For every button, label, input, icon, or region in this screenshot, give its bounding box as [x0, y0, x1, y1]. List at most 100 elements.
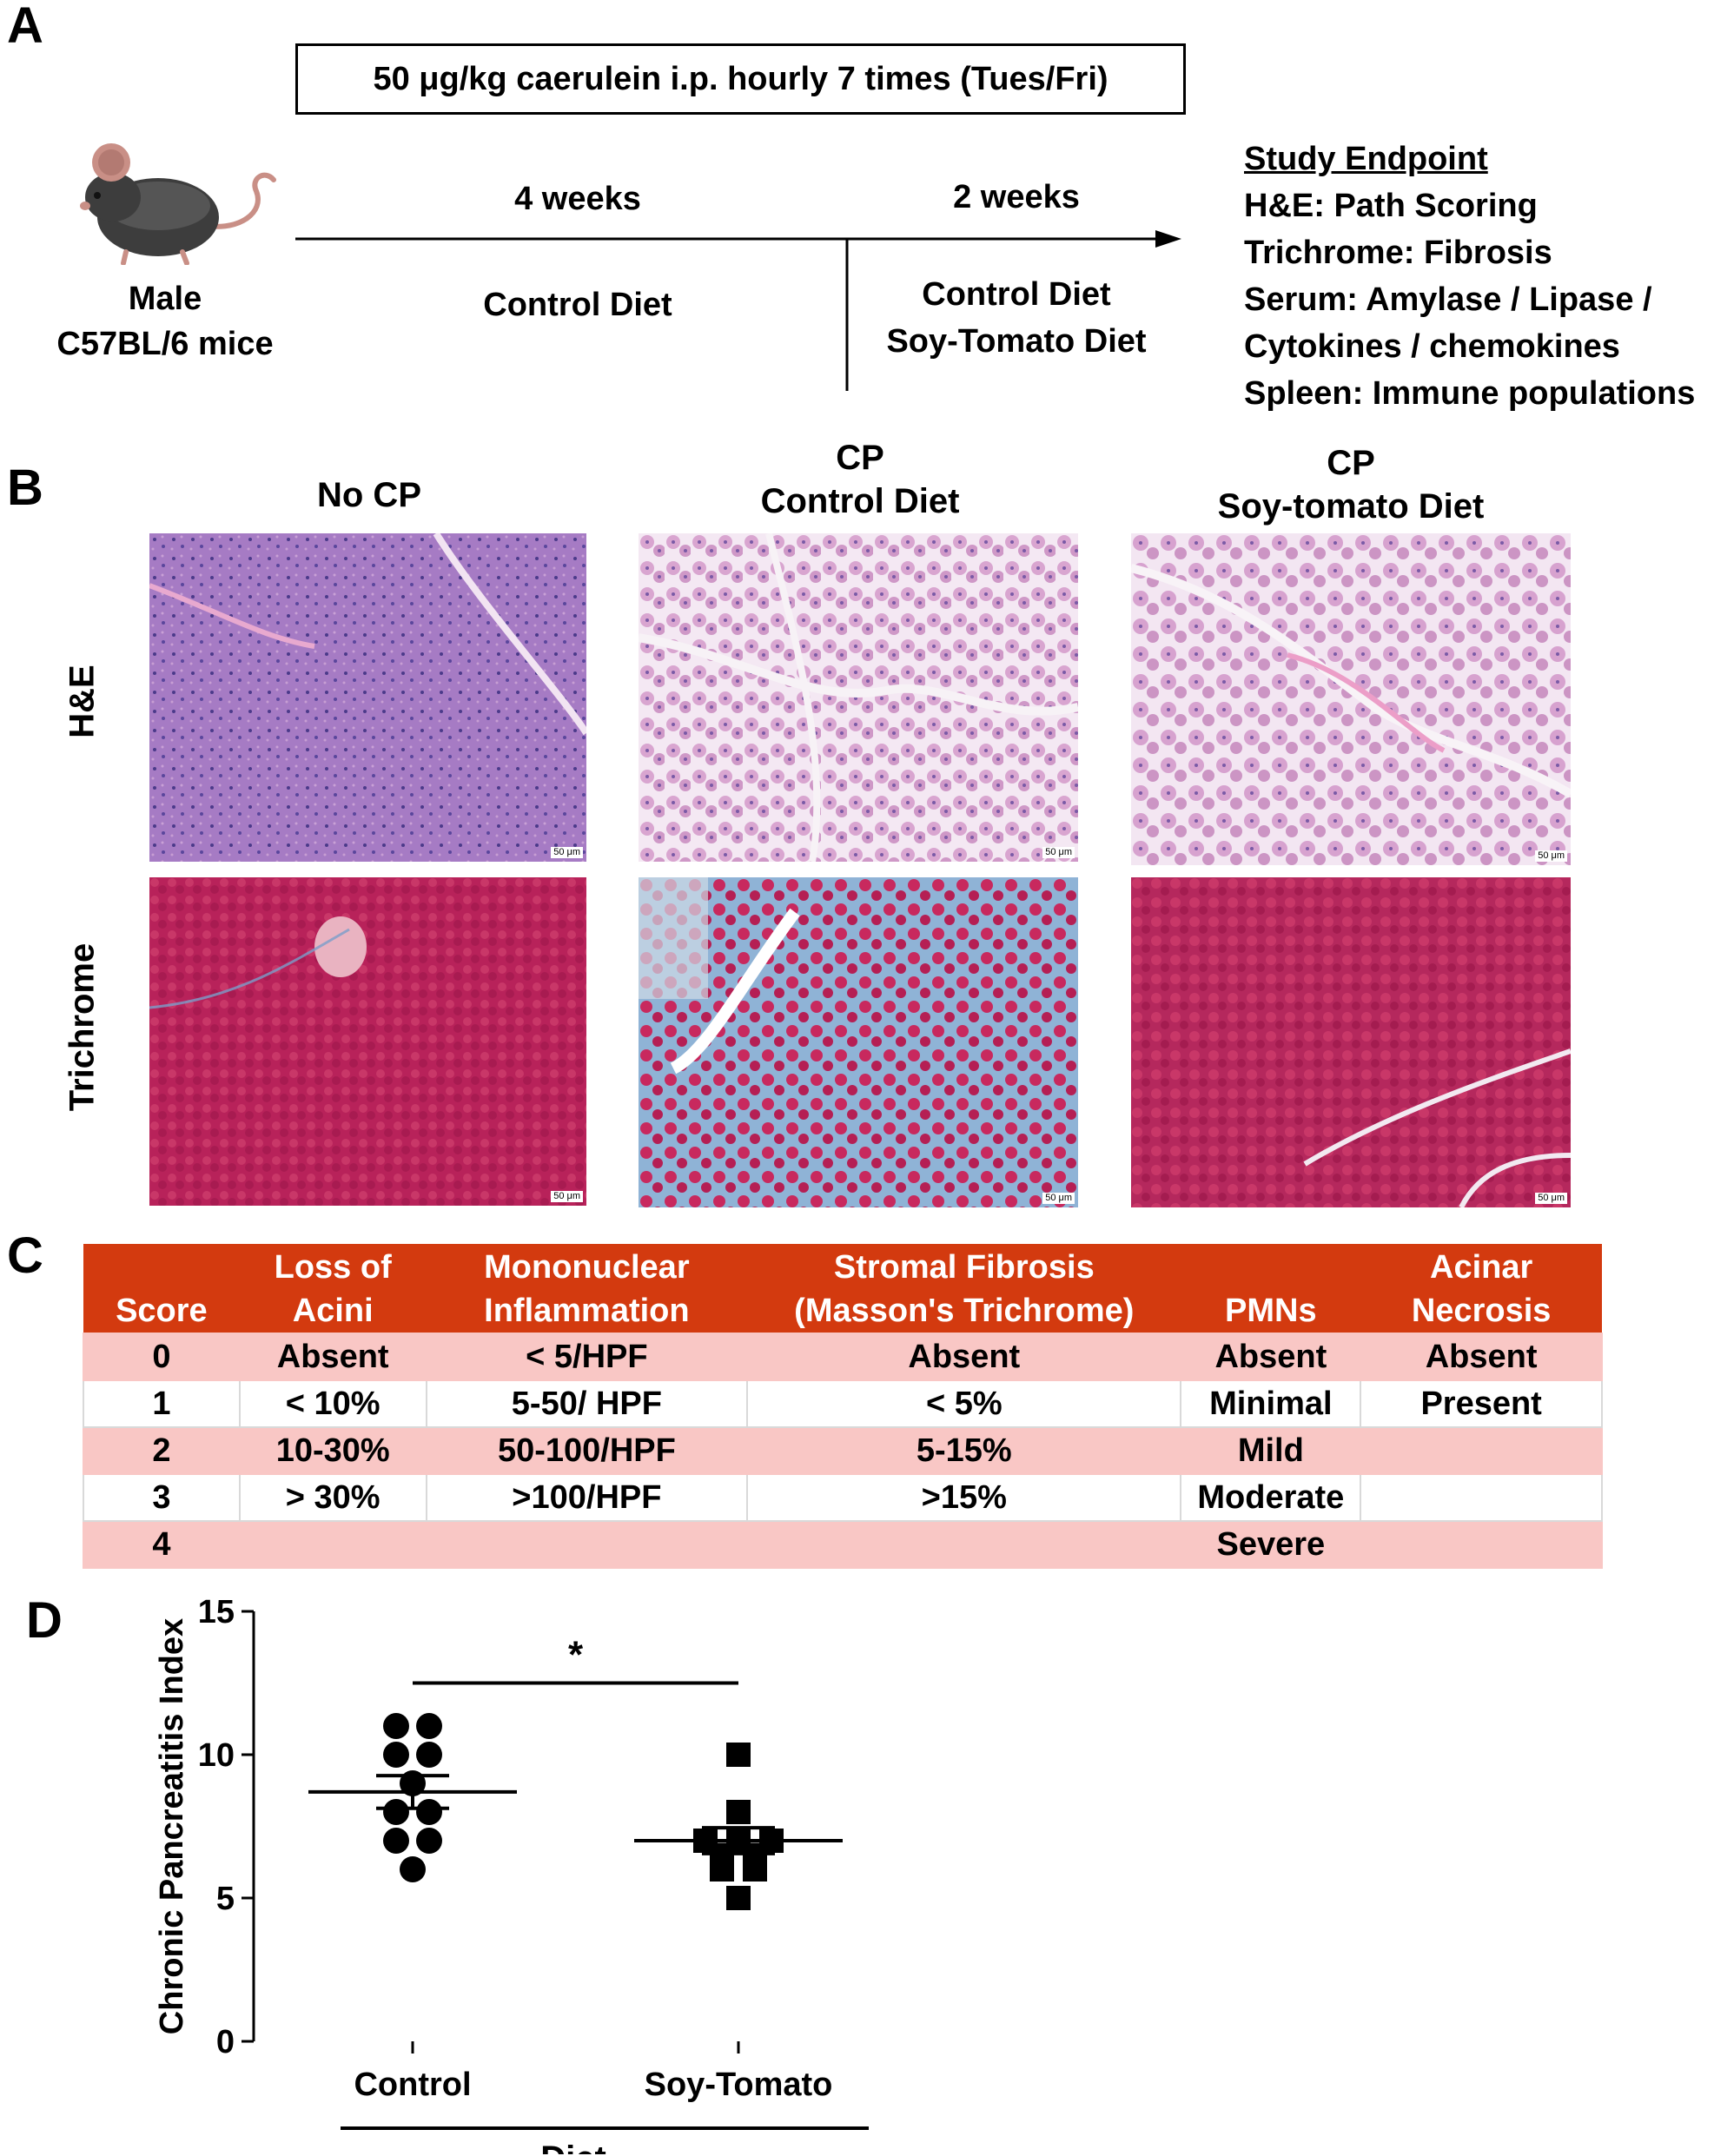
table-cell: < 10%	[238, 1379, 427, 1428]
data-point-circle	[383, 1742, 409, 1768]
micrograph-trichrome-cp-control: 50 μm	[639, 877, 1078, 1207]
table-cell: >15%	[746, 1473, 1182, 1522]
y-tick-label: 15	[198, 1594, 235, 1630]
data-point-circle	[416, 1799, 442, 1825]
y-axis-label: Chronic Pancreatitis Index	[154, 1618, 190, 2034]
table-header-row: Score Loss of Acini Mononuclear Inflammati…	[83, 1244, 1602, 1333]
data-point-square	[726, 1743, 751, 1767]
table-cell: Absent	[238, 1333, 427, 1381]
diet-2-control: Control Diet	[922, 276, 1111, 313]
row-header-he: H&E	[63, 665, 102, 738]
table-header: Acinar Necrosis	[1360, 1244, 1602, 1333]
table-cell: 2	[83, 1426, 241, 1475]
period-2: 2 weeks	[953, 179, 1080, 215]
scale-bar: 50 μm	[1042, 1193, 1075, 1204]
table-cell: >100/HPF	[425, 1473, 749, 1522]
scale-bar: 50 μm	[551, 847, 583, 858]
table-row: 0 Absent < 5/HPF Absent Absent Absent	[83, 1333, 1603, 1381]
data-point-square	[743, 1857, 767, 1882]
table-cell: 10-30%	[238, 1426, 427, 1475]
table-header: Stromal Fibrosis (Masson's Trichrome)	[747, 1244, 1181, 1333]
protocol-text: 50 μg/kg caerulein i.p. hourly 7 times (…	[373, 60, 1108, 97]
column-header-line: CP	[1327, 444, 1375, 482]
data-point-square	[726, 1800, 751, 1824]
mouse-icon	[80, 143, 276, 265]
data-point-circle	[383, 1713, 409, 1739]
table-cell: 5-50/ HPF	[425, 1379, 749, 1428]
table-cell: 3	[83, 1473, 241, 1522]
table-header: Loss of Acini	[239, 1244, 427, 1333]
data-point-circle	[383, 1828, 409, 1854]
timeline-arrow	[295, 230, 1181, 391]
period-1: 4 weeks	[514, 181, 641, 217]
table-row: 1 < 10% 5-50/ HPF < 5% Minimal Present	[83, 1379, 1603, 1428]
panel-label-a: A	[7, 0, 43, 54]
data-point-circle	[400, 1856, 426, 1882]
x-tick-label: Control	[354, 2067, 471, 2103]
micrograph-trichrome-no-cp: 50 μm	[149, 877, 586, 1206]
micrograph-trichrome-cp-soy-tomato: 50 μm	[1131, 877, 1571, 1207]
endpoint-item: Serum: Amylase / Lipase /	[1244, 281, 1652, 318]
data-point-circle	[416, 1713, 442, 1739]
endpoint-item: Cytokines / chemokines	[1244, 328, 1620, 365]
table-cell	[1360, 1473, 1603, 1522]
diet-2: Control Diet Soy-Tomato Diet	[856, 271, 1177, 365]
diet-2-soy-tomato: Soy-Tomato Diet	[886, 323, 1147, 360]
diet-1: Control Diet	[483, 287, 672, 323]
table-cell: Moderate	[1180, 1473, 1362, 1522]
table-cell: Absent	[746, 1333, 1182, 1381]
scale-bar: 50 μm	[1535, 850, 1567, 862]
y-tick-label: 10	[198, 1737, 235, 1774]
x-axis-label: Diet	[540, 2139, 606, 2154]
table-cell: Severe	[1180, 1520, 1362, 1569]
table-cell: 1	[83, 1379, 241, 1428]
data-point-square	[710, 1857, 734, 1882]
x-tick-label: Soy-Tomato	[645, 2067, 833, 2103]
pathology-scoring-table: Score Loss of Acini Mononuclear Inflammati…	[83, 1244, 1603, 1569]
data-point-circle	[416, 1828, 442, 1854]
table-cell	[746, 1520, 1182, 1569]
table-cell: 5-15%	[746, 1426, 1182, 1475]
significance-marker: *	[568, 1634, 584, 1677]
panel-label-b: B	[7, 460, 43, 516]
table-cell	[425, 1520, 749, 1569]
table-header: Score	[83, 1244, 240, 1333]
subject-label: Male C57BL/6 mice	[35, 276, 295, 367]
table-cell	[238, 1520, 427, 1569]
table-row: 2 10-30% 50-100/HPF 5-15% Mild	[83, 1426, 1603, 1475]
table-cell: Absent	[1360, 1333, 1603, 1381]
data-point-circle	[416, 1742, 442, 1768]
row-header-trichrome: Trichrome	[63, 942, 102, 1112]
column-header-cp-soy-tomato: CP Soy-tomato Diet	[1134, 441, 1568, 528]
data-point-square	[726, 1886, 751, 1910]
data-point-circle	[383, 1799, 409, 1825]
table-header: PMNs	[1181, 1244, 1361, 1333]
endpoint-item: H&E: Path Scoring	[1244, 188, 1538, 224]
micrograph-he-cp-control: 50 μm	[639, 533, 1078, 862]
table-cell: 0	[83, 1333, 241, 1381]
table-cell: Absent	[1180, 1333, 1362, 1381]
table-cell: < 5%	[746, 1379, 1182, 1428]
table-cell	[1360, 1520, 1603, 1569]
column-header-line: Control Diet	[760, 482, 960, 520]
table-cell	[1360, 1426, 1603, 1475]
table-cell: > 30%	[238, 1473, 427, 1522]
panel-label-d: D	[26, 1592, 63, 1649]
micrograph-he-no-cp: 50 μm	[149, 533, 586, 862]
scale-bar: 50 μm	[551, 1191, 583, 1202]
table-cell: Present	[1360, 1379, 1603, 1428]
table-row: 4 Severe	[83, 1520, 1603, 1569]
column-header-cp-control: CP Control Diet	[643, 436, 1077, 523]
subject-line-2: C57BL/6 mice	[56, 326, 274, 362]
table-cell: 4	[83, 1520, 241, 1569]
endpoint-item: Trichrome: Fibrosis	[1244, 235, 1552, 271]
protocol-box: 50 μg/kg caerulein i.p. hourly 7 times (…	[295, 43, 1186, 115]
column-header-line: Soy-tomato Diet	[1217, 487, 1485, 526]
scale-bar: 50 μm	[1042, 847, 1075, 858]
study-endpoint: Study Endpoint H&E: Path Scoring Trichro…	[1244, 136, 1695, 417]
endpoint-item: Spleen: Immune populations	[1244, 375, 1696, 412]
table-cell: Mild	[1180, 1426, 1362, 1475]
table-row: 3 > 30% >100/HPF >15% Moderate	[83, 1473, 1603, 1522]
y-tick-label: 0	[216, 2024, 235, 2060]
